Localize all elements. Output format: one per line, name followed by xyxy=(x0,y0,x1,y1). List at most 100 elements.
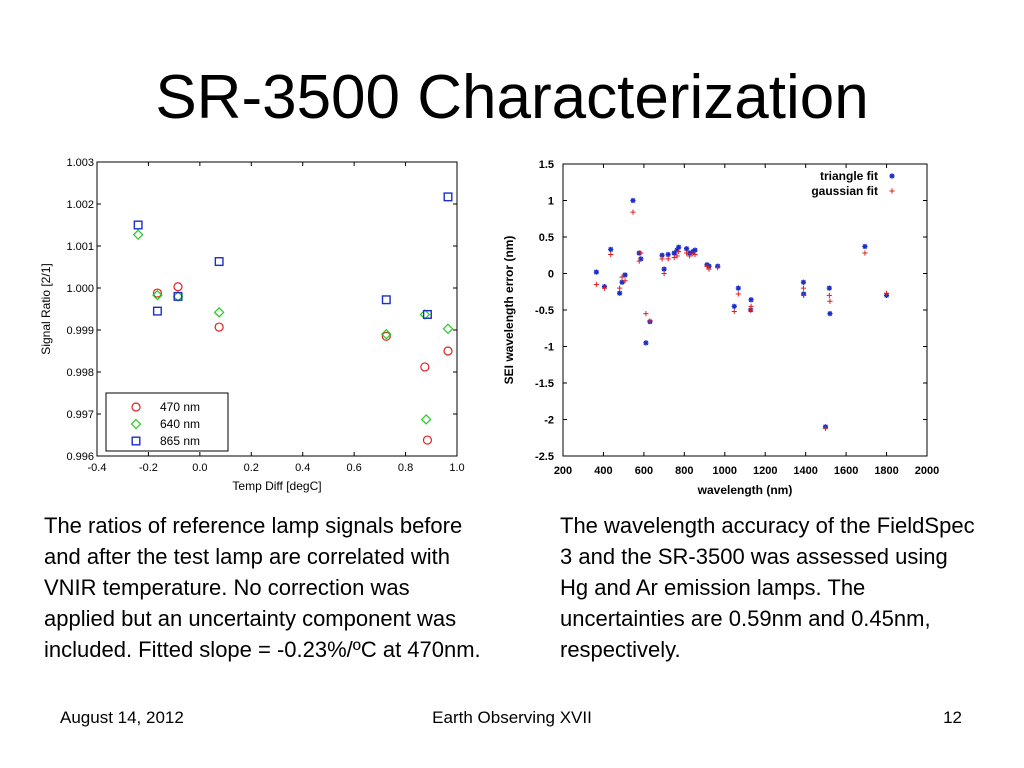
legend-marker xyxy=(130,418,142,430)
x-tick-label: 600 xyxy=(635,465,653,477)
x-tick-label: 0.4 xyxy=(295,462,310,474)
y-tick-label: 1.002 xyxy=(66,199,94,211)
data-point xyxy=(661,270,667,277)
data-point xyxy=(442,323,454,335)
wavelength-error-chart: 200 400 600 800 1000 1200 1400 1600 1800 2000 -2.5… xyxy=(500,150,940,505)
data-point xyxy=(214,322,224,332)
data-point xyxy=(706,266,712,272)
data-point xyxy=(686,253,693,259)
data-point xyxy=(692,251,698,258)
footer-conference: Earth Observing XVII xyxy=(432,708,592,727)
data-point xyxy=(643,340,649,346)
y-tick-label: 1.001 xyxy=(66,241,94,253)
x-tick-label: 1600 xyxy=(834,465,858,477)
y-tick-label: -0.5 xyxy=(535,305,554,317)
data-point xyxy=(638,256,644,262)
data-point xyxy=(683,246,690,252)
wavelength-error-svg: 200 400 600 800 1000 1200 1400 1600 1800 2000 -2.5… xyxy=(502,159,939,497)
data-point xyxy=(883,290,890,296)
data-point xyxy=(676,249,682,255)
data-point xyxy=(674,253,680,259)
data-point xyxy=(630,209,636,215)
data-point xyxy=(683,250,690,256)
footer-date: August 14, 2012 xyxy=(60,708,184,727)
footer-page-number: 12 xyxy=(943,708,962,727)
data-point xyxy=(659,252,665,258)
data-point xyxy=(692,247,698,253)
data-point xyxy=(748,303,754,309)
plot-frame xyxy=(562,163,928,457)
legend-box xyxy=(105,392,229,452)
data-point xyxy=(622,272,628,278)
data-point xyxy=(665,251,671,258)
data-point xyxy=(622,278,628,284)
data-point xyxy=(826,285,832,291)
data-point xyxy=(601,285,608,291)
data-point xyxy=(593,269,599,275)
series-2 xyxy=(133,192,453,319)
data-point xyxy=(735,291,741,297)
data-point xyxy=(419,309,431,320)
legend-marker xyxy=(889,188,895,194)
data-point xyxy=(827,298,833,304)
data-point xyxy=(826,292,832,298)
data-point xyxy=(822,425,829,431)
x-tick-label: 2000 xyxy=(915,465,939,477)
data-point xyxy=(731,308,737,315)
y-tick-label: 0.997 xyxy=(66,409,94,421)
data-point xyxy=(173,282,183,292)
data-point xyxy=(674,247,680,253)
data-point xyxy=(593,281,599,288)
y-tick-label: -2.5 xyxy=(535,451,554,463)
data-point xyxy=(630,197,636,204)
data-point xyxy=(704,263,710,269)
data-point xyxy=(862,250,868,256)
data-point xyxy=(661,266,667,272)
data-point xyxy=(214,257,224,267)
x-tick-label: 400 xyxy=(594,465,612,477)
legend-label: 640 nm xyxy=(160,417,200,431)
legend: 470 nm 640 nm 865 nm xyxy=(105,392,229,452)
y-tick-label: 1 xyxy=(548,196,554,208)
data-point xyxy=(173,291,183,301)
data-point xyxy=(659,256,665,262)
x-tick-label: 0.0 xyxy=(192,462,207,474)
data-point xyxy=(676,244,682,250)
slide-title: SR-3500 Characterization xyxy=(155,63,869,132)
data-point xyxy=(686,250,693,256)
data-point xyxy=(420,362,430,372)
data-point xyxy=(133,220,143,230)
data-point xyxy=(443,346,453,356)
x-axis-label: Temp Diff [degC] xyxy=(232,479,321,493)
y-tick-label: 1.003 xyxy=(66,157,94,169)
data-point xyxy=(443,192,453,202)
x-tick-label: 1400 xyxy=(793,465,817,477)
data-point xyxy=(420,414,432,425)
x-tick-label: 800 xyxy=(675,465,693,477)
x-tick-label: 0.8 xyxy=(398,462,413,474)
legend-marker xyxy=(131,436,141,446)
legend-marker xyxy=(889,173,895,179)
data-point xyxy=(617,285,623,291)
y-tick-label: 0.5 xyxy=(539,232,554,244)
data-point xyxy=(731,303,737,309)
y-tick-label: 1.000 xyxy=(66,283,94,295)
x-axis-label: wavelength (nm) xyxy=(697,483,793,497)
x-tick-label: -0.4 xyxy=(88,462,107,474)
legend-label: gaussian fit xyxy=(811,184,878,198)
y-tick-label: 0.998 xyxy=(66,367,94,379)
data-point xyxy=(380,328,392,340)
y-tick-label: -1 xyxy=(544,342,554,354)
data-point xyxy=(152,289,163,301)
series-0 xyxy=(152,282,453,445)
data-point xyxy=(132,229,144,241)
y-tick-label: 1.5 xyxy=(539,159,554,171)
legend-label: 865 nm xyxy=(160,434,200,448)
data-point xyxy=(422,309,432,319)
data-point xyxy=(608,246,614,253)
data-point xyxy=(800,285,807,291)
data-point xyxy=(636,258,642,264)
data-point xyxy=(608,251,614,258)
legend-marker xyxy=(131,402,141,412)
